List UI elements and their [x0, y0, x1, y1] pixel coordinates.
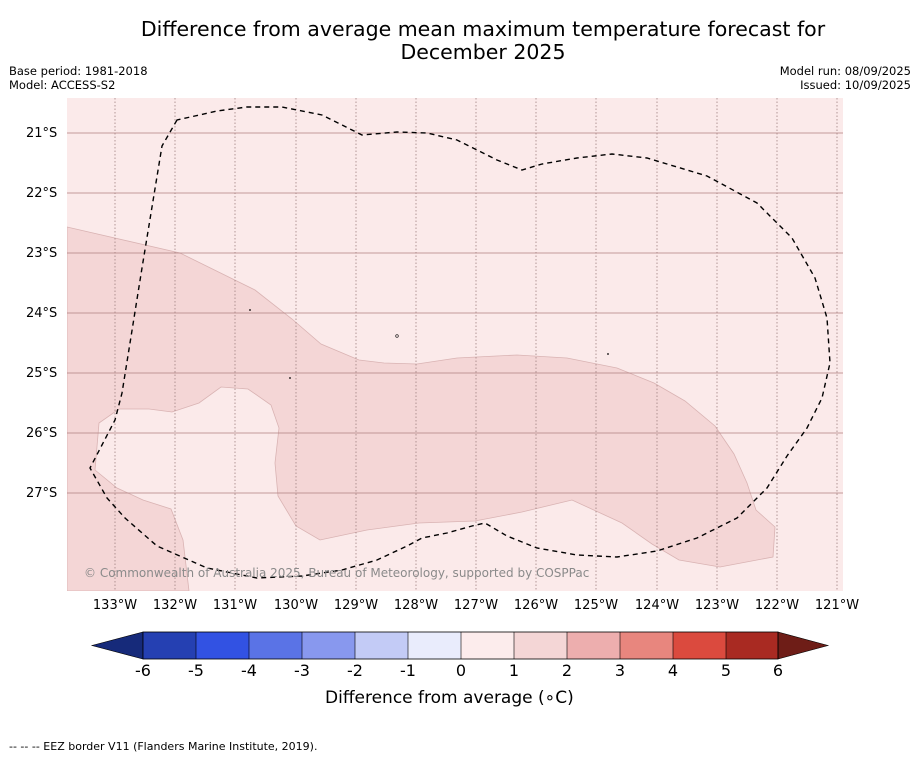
latitude-gridlines	[67, 132, 843, 494]
map-panel	[67, 98, 843, 591]
lat-label-26s: 26°S	[26, 426, 58, 441]
eez-border-line	[89, 106, 831, 579]
colorbar-segment	[461, 632, 514, 659]
colorbar-tick-2: 2	[561, 661, 573, 680]
issued-text: Issued: 10/09/2025	[800, 78, 911, 92]
colorbar-segment	[249, 632, 302, 659]
lat-label-21s: 21°S	[26, 126, 58, 141]
colorbar-segment	[673, 632, 726, 659]
copyright-text: © Commonwealth of Australia 2025, Bureau…	[84, 566, 590, 580]
lon-label-124w: 124°W	[634, 598, 680, 613]
lon-label-131w: 131°W	[212, 598, 258, 613]
model-text: Model: ACCESS-S2	[9, 78, 116, 92]
colorbar-segment	[408, 632, 461, 659]
colorbar-tick-6: 6	[772, 661, 784, 680]
colorbar-low-extension	[90, 631, 144, 660]
colorbar-segment	[302, 632, 355, 659]
anomaly-1-2-region	[67, 226, 776, 591]
colorbar-segment	[143, 632, 196, 659]
lon-label-127w: 127°W	[453, 598, 499, 613]
lat-label-27s: 27°S	[26, 486, 58, 501]
base-period-text: Base period: 1981-2018	[9, 64, 148, 78]
colorbar-tick-3: 3	[614, 661, 626, 680]
colorbar-segment	[514, 632, 567, 659]
title-line-1: Difference from average mean maximum tem…	[140, 17, 826, 41]
lon-label-133w: 133°W	[92, 598, 138, 613]
eez-border-legend: -- -- -- EEZ border V11 (Flanders Marine…	[9, 740, 318, 753]
meta-right: Model run: 08/09/2025 Issued: 10/09/2025	[780, 64, 911, 92]
model-run-text: Model run: 08/09/2025	[779, 64, 911, 78]
lat-label-23s: 23°S	[26, 246, 58, 261]
colorbar-tick-4: 4	[667, 661, 679, 680]
colorbar-tick-neg5: -5	[188, 661, 204, 680]
lon-label-132w: 132°W	[152, 598, 198, 613]
lon-label-129w: 129°W	[333, 598, 379, 613]
small-island-markers	[249, 309, 609, 379]
lon-label-125w: 125°W	[573, 598, 619, 613]
lat-label-25s: 25°S	[26, 366, 58, 381]
lon-label-123w: 123°W	[694, 598, 740, 613]
lon-label-130w: 130°W	[273, 598, 319, 613]
colorbar-high-extension	[777, 631, 830, 660]
colorbar-segment	[355, 632, 408, 659]
meta-left: Base period: 1981-2018 Model: ACCESS-S2	[9, 64, 148, 92]
colorbar-segment	[196, 632, 249, 659]
colorbar-title: Difference from average (∘C)	[325, 688, 574, 708]
colorbar-tick-neg3: -3	[294, 661, 310, 680]
lon-label-126w: 126°W	[513, 598, 559, 613]
title-line-2: December 2025	[400, 40, 566, 64]
colorbar-tick-neg6: -6	[135, 661, 151, 680]
colorbar-tick-0: 0	[455, 661, 467, 680]
colorbar-tick-neg2: -2	[347, 661, 363, 680]
colorbar-segment	[620, 632, 673, 659]
colorbar-tick-neg1: -1	[400, 661, 416, 680]
longitude-gridlines	[114, 98, 838, 591]
lon-label-122w: 122°W	[754, 598, 800, 613]
lon-label-121w: 121°W	[814, 598, 860, 613]
map-title: Difference from average mean maximum tem…	[80, 18, 886, 64]
colorbar-segment	[726, 632, 778, 659]
lon-label-128w: 128°W	[393, 598, 439, 613]
colorbar-tick-neg4: -4	[241, 661, 257, 680]
colorbar-tick-5: 5	[720, 661, 732, 680]
colorbar-tick-1: 1	[508, 661, 520, 680]
colorbar-segment	[567, 632, 620, 659]
lat-label-24s: 24°S	[26, 306, 58, 321]
lat-label-22s: 22°S	[26, 186, 58, 201]
colorbar	[90, 631, 830, 660]
